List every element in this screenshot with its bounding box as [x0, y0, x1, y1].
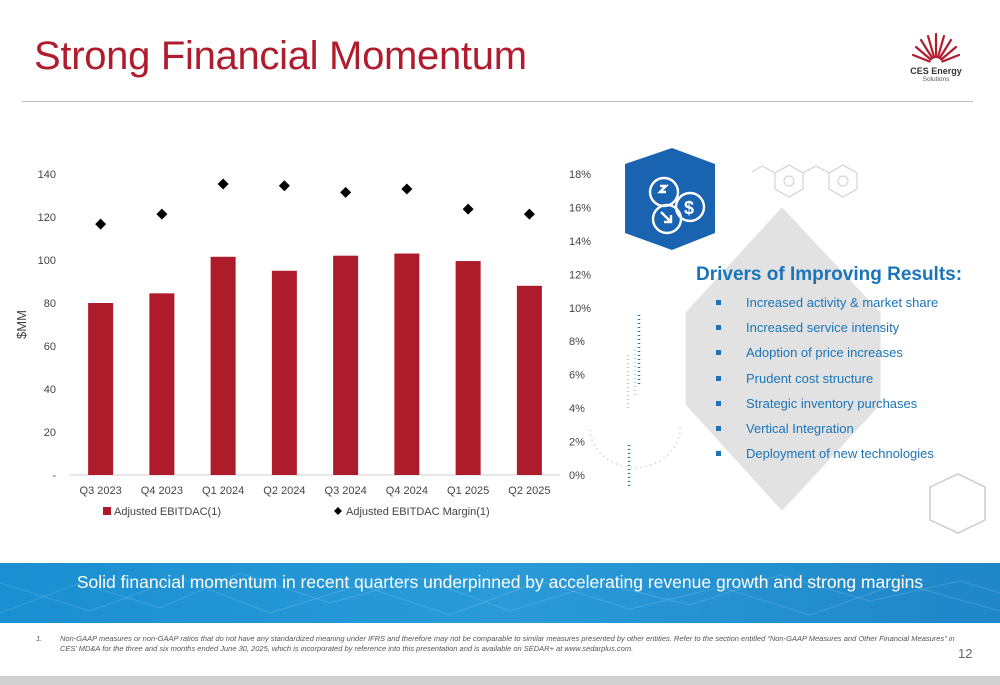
driver-item: Increased activity & market share: [716, 293, 938, 318]
y2-tick-label: 10%: [569, 303, 591, 315]
y-tick-label: 40: [44, 384, 56, 396]
bullet-icon: [716, 400, 721, 406]
legend-swatch-bar: [103, 507, 111, 515]
x-tick-label: Q4 2024: [386, 485, 428, 497]
y-tick-label: -: [52, 470, 56, 482]
margin-point: [340, 186, 352, 198]
dollar-sign-glyph: $: [684, 198, 694, 218]
bar: [333, 255, 359, 475]
margin-point: [401, 183, 413, 195]
driver-item-label: Strategic inventory purchases: [746, 395, 918, 411]
logo-name: CES Energy: [910, 66, 962, 76]
x-tick-label: Q3 2023: [80, 485, 122, 497]
margin-point: [95, 218, 107, 230]
footnote-text: Non-GAAP measures or non-GAAP ratios tha…: [60, 634, 955, 653]
banner-text: Solid financial momentum in recent quart…: [76, 572, 924, 592]
y2-tick-label: 12%: [569, 269, 591, 281]
y-tick-label: 60: [44, 341, 56, 353]
y-tick-label: 100: [38, 255, 56, 267]
drivers-hexagon-background: [682, 202, 884, 516]
footnote-number: 1.: [36, 634, 43, 643]
banner-network-pattern: [0, 572, 1000, 616]
legend-label: Adjusted EBITDAC(1): [114, 506, 221, 518]
y-tick-label: 80: [44, 298, 56, 310]
y-tick-label: 120: [38, 212, 56, 224]
y2-tick-label: 6%: [569, 370, 585, 382]
driver-item-label: Vertical Integration: [746, 420, 854, 436]
driver-item: Prudent cost structure: [716, 369, 938, 394]
ebitdac-chart: - 20 40 60 80 100 120 140 0% 2% 4% 6% 8% 10% 12% 14% 16%…: [14, 169, 591, 518]
y2-tick-label: 18%: [569, 169, 591, 181]
company-logo: CES Energy Solutions: [900, 28, 972, 88]
bar: [516, 285, 542, 475]
driver-item-label: Adoption of price increases: [746, 345, 903, 361]
margin-point: [156, 208, 168, 220]
small-hexagon-outline: [929, 473, 986, 534]
y-tick-label: 140: [38, 169, 56, 181]
y-axis-label: $MM: [14, 310, 29, 339]
page-title: Strong Financial Momentum: [34, 34, 527, 78]
legend-label: Adjusted EBITDAC Margin(1): [346, 506, 490, 518]
x-tick-label: Q2 2024: [263, 485, 305, 497]
x-tick-label: Q1 2024: [202, 485, 244, 497]
bar: [88, 303, 114, 475]
driver-item-label: Increased activity & market share: [746, 295, 939, 310]
x-tick-label: Q3 2024: [325, 485, 367, 497]
y2-tick-label: 16%: [569, 202, 591, 214]
bullet-icon: [716, 325, 721, 331]
bar: [394, 253, 420, 475]
y2-tick-label: 8%: [569, 336, 585, 348]
x-tick-label: Q2 2025: [508, 485, 550, 497]
y-tick-label: 20: [44, 427, 56, 439]
legend-swatch-diamond: [334, 507, 342, 515]
summary-banner: Solid financial momentum in recent quart…: [0, 563, 1000, 623]
y2-tick-label: 4%: [569, 403, 585, 415]
margin-point: [278, 180, 290, 192]
y2-tick-label: 2%: [569, 437, 585, 449]
bullet-icon: [716, 300, 721, 305]
bullet-icon: [716, 425, 721, 431]
driver-item-label: Deployment of new technologies: [746, 446, 934, 462]
bar: [271, 270, 297, 475]
driver-item-label: Prudent cost structure: [746, 370, 874, 386]
drivers-list: Increased activity & market share Increa…: [716, 293, 938, 469]
driver-item: Deployment of new technologies: [716, 444, 938, 469]
logo-subtitle: Solutions: [922, 76, 950, 83]
ces-burst-logo-icon: [911, 32, 961, 70]
title-divider: [22, 101, 973, 102]
money-exchange-icon: [648, 176, 706, 235]
x-tick-label: Q1 2025: [447, 485, 489, 497]
bar: [455, 261, 481, 475]
driver-item-label: Increased service intensity: [746, 320, 900, 336]
bottom-bar: [0, 676, 1000, 685]
bullet-icon: [716, 451, 721, 457]
drivers-title: Drivers of Improving Results:: [696, 264, 963, 285]
page-number: 12: [958, 646, 973, 661]
bar: [210, 256, 236, 475]
margin-point: [523, 208, 535, 220]
margin-point: [217, 178, 229, 190]
x-tick-label: Q4 2023: [141, 485, 183, 497]
icon-hexagon: [625, 148, 715, 250]
driver-item: Vertical Integration: [716, 419, 938, 444]
bullet-icon: [716, 375, 721, 381]
driver-item: Increased service intensity: [716, 318, 938, 343]
footnote: 1. Non-GAAP measures or non-GAAP ratios …: [36, 634, 956, 654]
drivers-panel-graphic: $: [589, 148, 986, 534]
dotted-arc-decoration: [589, 424, 682, 469]
driver-item: Adoption of price increases: [716, 343, 938, 368]
driver-item: Strategic inventory purchases: [716, 394, 938, 419]
molecule-outline-decoration: [751, 164, 858, 198]
bar: [149, 293, 175, 475]
y2-tick-label: 0%: [569, 470, 585, 482]
y2-tick-label: 14%: [569, 236, 591, 248]
bullet-icon: [716, 350, 721, 356]
margin-point: [462, 203, 474, 215]
